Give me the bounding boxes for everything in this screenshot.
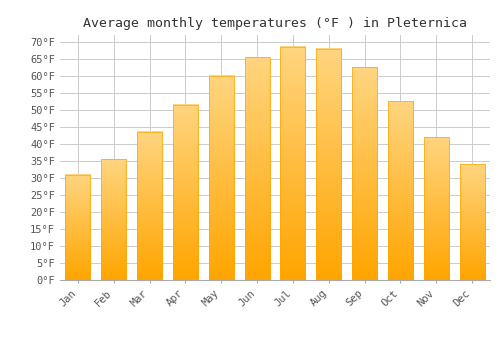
Bar <box>244 57 270 280</box>
Bar <box>66 175 90 280</box>
Bar <box>280 47 305 280</box>
Bar <box>460 164 484 280</box>
Bar <box>316 49 342 280</box>
Bar <box>101 159 126 280</box>
Bar <box>424 137 449 280</box>
Bar <box>388 102 413 280</box>
Bar <box>352 67 377 280</box>
Bar <box>208 76 234 280</box>
Bar <box>173 105 198 280</box>
Title: Average monthly temperatures (°F ) in Pleternica: Average monthly temperatures (°F ) in Pl… <box>83 17 467 30</box>
Bar <box>137 132 162 280</box>
